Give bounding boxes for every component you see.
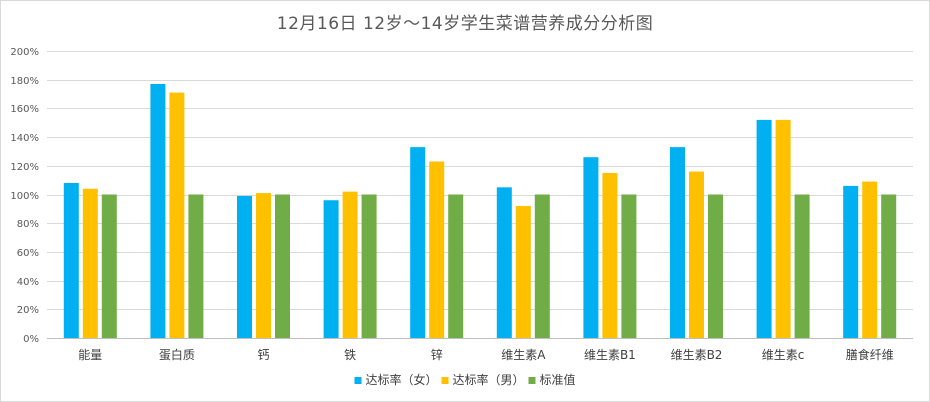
legend-label: 标准值 (540, 372, 576, 387)
x-tick-label: 蛋白质 (159, 347, 195, 362)
y-tick-label: 60% (17, 248, 39, 259)
bar (323, 200, 339, 338)
y-tick-label: 120% (10, 162, 39, 173)
bar (101, 194, 117, 338)
bar (150, 84, 166, 338)
legend-swatch (354, 377, 362, 384)
x-tick-label: 维生素B2 (671, 348, 723, 362)
bar (342, 191, 358, 338)
x-tick-label: 锌 (431, 348, 443, 362)
y-tick-label: 200% (10, 47, 39, 58)
x-tick-label: 维生素A (501, 348, 546, 362)
y-tick-label: 140% (10, 133, 39, 144)
x-tick-label: 能量 (78, 348, 102, 362)
bar (794, 194, 810, 338)
bar (169, 92, 185, 339)
bar (188, 194, 204, 338)
x-tick-label: 钙 (257, 348, 269, 362)
legend-swatch (528, 377, 536, 384)
bar (862, 181, 878, 338)
y-tick-label: 180% (10, 76, 39, 87)
bar (621, 194, 637, 338)
bar (534, 194, 550, 338)
x-tick-label: 维生素c (762, 348, 805, 362)
y-tick-label: 0% (23, 334, 39, 345)
bar (410, 147, 426, 338)
bar (448, 194, 464, 338)
bar (256, 193, 271, 338)
bar (843, 185, 859, 338)
bar (237, 195, 252, 338)
bar (756, 119, 772, 338)
x-tick-label: 膳食纤维 (846, 347, 894, 362)
legend-swatch (441, 377, 449, 384)
x-tick-label: 维生素B1 (584, 348, 636, 362)
bar (881, 194, 897, 338)
y-tick-label: 40% (17, 277, 39, 288)
y-tick-label: 160% (10, 104, 39, 115)
bar (689, 171, 704, 338)
bar (82, 188, 98, 338)
y-tick-label: 80% (17, 219, 39, 230)
bar (515, 205, 531, 338)
legend-label: 达标率（女） (366, 372, 438, 387)
bar (708, 194, 723, 338)
bar (775, 119, 791, 338)
y-tick-label: 20% (17, 305, 39, 316)
x-tick-label: 铁 (344, 348, 356, 362)
bar (429, 161, 445, 338)
bar (361, 194, 377, 338)
bar (583, 157, 599, 338)
y-tick-label: 100% (10, 191, 39, 202)
bar (496, 187, 512, 338)
bar (602, 172, 618, 338)
bar (63, 183, 79, 338)
legend-label: 达标率（男） (453, 372, 525, 387)
bar (670, 147, 685, 338)
chart-title: 12月16日 12岁～14岁学生菜谱营养成分分析图 (276, 14, 654, 34)
bar (275, 194, 290, 338)
